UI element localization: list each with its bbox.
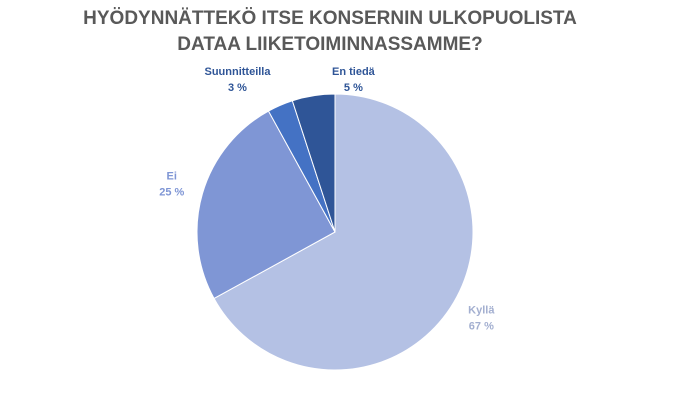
slice-category-label: Ei bbox=[167, 170, 177, 182]
chart-title: HYÖDYNNÄTTEKÖ ITSE KONSERNIN ULKOPUOLIST… bbox=[83, 8, 577, 55]
slice-value-label: 3 % bbox=[228, 82, 247, 94]
pie-slice bbox=[291, 93, 336, 233]
slice-category-label: En tiedä bbox=[332, 66, 376, 78]
slice-value-label: 5 % bbox=[344, 82, 363, 94]
pie-slice bbox=[213, 93, 474, 371]
pie-slice bbox=[196, 110, 336, 300]
slice-value-label: 67 % bbox=[469, 320, 494, 332]
slice-category-label: Suunnitteilla bbox=[204, 66, 271, 78]
slice-category-label: Kyllä bbox=[468, 304, 495, 316]
slice-value-label: 25 % bbox=[159, 186, 184, 198]
